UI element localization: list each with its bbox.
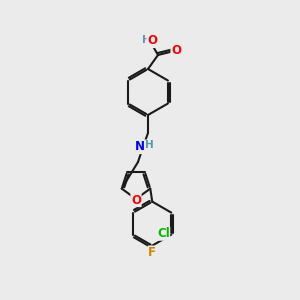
- Text: O: O: [147, 34, 157, 47]
- Text: H: H: [145, 140, 153, 150]
- Text: O: O: [131, 194, 141, 206]
- Text: H: H: [142, 35, 150, 45]
- Text: O: O: [171, 44, 181, 58]
- Text: Cl: Cl: [157, 227, 170, 240]
- Text: F: F: [148, 246, 156, 259]
- Text: N: N: [135, 140, 145, 154]
